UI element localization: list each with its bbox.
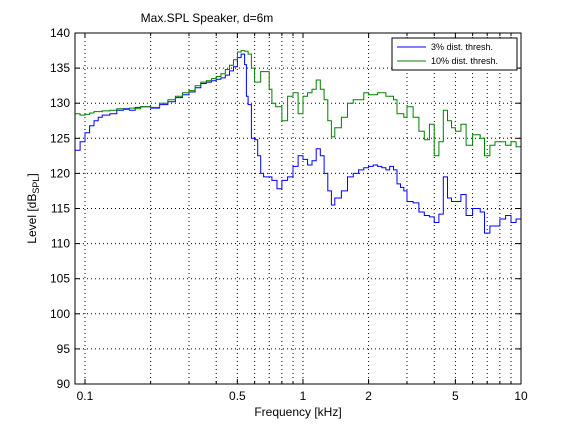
x-tick-label: 2 (365, 389, 372, 403)
x-tick-label: 5 (452, 389, 459, 403)
y-tick-label: 105 (50, 272, 70, 286)
series-layer (75, 50, 522, 234)
legend-label-10pct: 10% dist. thresh. (431, 56, 498, 66)
y-tick-label: 115 (51, 202, 70, 216)
y-tick-label: 100 (50, 307, 70, 321)
ticks: 0.1 0.5 1 2 5 1090951001051101151201251301351… (50, 26, 528, 403)
grid (75, 33, 521, 384)
plot-background (75, 33, 521, 384)
y-axis-label-subscript: SPL (31, 177, 41, 194)
y-axis-label: Level [dBSPL] (25, 173, 41, 243)
x-axis-label: Frequency [kHz] (254, 405, 341, 419)
y-tick-label: 130 (50, 96, 70, 110)
y-tick-label: 120 (50, 166, 70, 180)
y-tick-label: 140 (50, 26, 70, 40)
y-tick-label: 110 (51, 237, 70, 251)
legend-label-3pct: 3% dist. thresh. (431, 42, 493, 52)
y-tick-label: 90 (57, 377, 71, 391)
x-tick-label: 0.1 (77, 389, 94, 403)
y-axis-label-close: ] (25, 173, 39, 176)
x-tick-label: 10 (514, 389, 528, 403)
y-axis-label-main: Level [dB (25, 194, 39, 244)
legend: 3% dist. thresh. 10% dist. thresh. (391, 37, 518, 71)
x-tick-label: 1 (300, 389, 307, 403)
series-line-10pct (75, 50, 522, 157)
x-tick-label: 0.5 (229, 389, 246, 403)
chart-title: Max.SPL Speaker, d=6m (141, 11, 274, 25)
y-tick-label: 125 (50, 131, 70, 145)
legend-box (391, 37, 518, 71)
y-tick-label: 135 (50, 61, 70, 75)
y-tick-label: 95 (57, 342, 71, 356)
